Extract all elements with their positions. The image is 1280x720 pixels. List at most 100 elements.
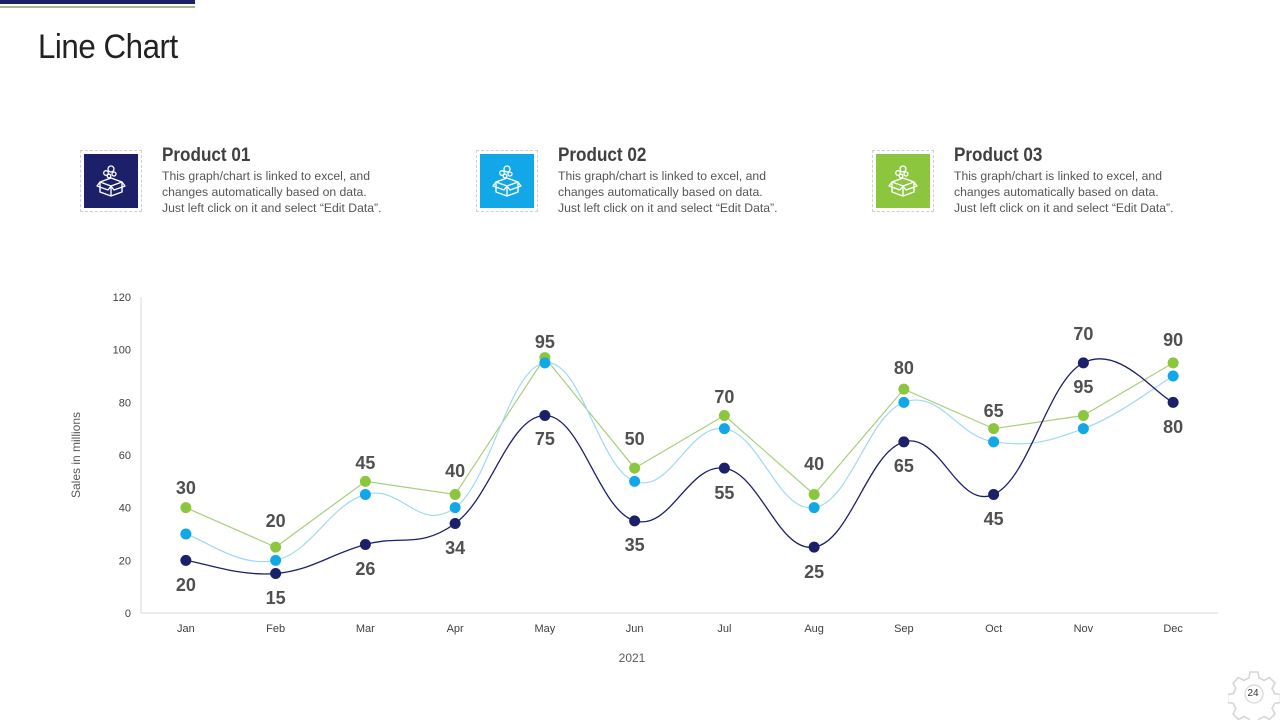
gear-icon: [1228, 671, 1280, 720]
x-tick-label: Jun: [626, 623, 644, 635]
data-point-product-02[interactable]: [988, 436, 1000, 448]
description-line: Just left click on it and select “Edit D…: [558, 201, 778, 215]
data-point-product-01[interactable]: [359, 539, 371, 551]
data-label: 95: [535, 332, 555, 352]
description-line: This graph/chart is linked to excel, and: [162, 169, 370, 183]
x-tick-label: Apr: [447, 623, 464, 635]
data-point-product-03[interactable]: [1167, 357, 1179, 369]
product-title: Product 03: [954, 145, 1043, 166]
x-tick-label: May: [534, 623, 555, 635]
product-icon-frame: [476, 150, 538, 212]
product-description: This graph/chart is linked to excel, and…: [954, 168, 1214, 216]
data-point-product-02[interactable]: [629, 475, 641, 487]
data-label: 90: [1163, 330, 1183, 350]
x-tick-label: Oct: [985, 623, 1002, 635]
data-point-product-02[interactable]: [449, 502, 461, 514]
data-label: 50: [625, 429, 645, 449]
data-point-product-03[interactable]: [180, 502, 192, 514]
product-title: Product 02: [558, 145, 647, 166]
data-point-product-01[interactable]: [1077, 357, 1089, 369]
data-label: 65: [984, 401, 1004, 421]
x-tick-label: Dec: [1163, 623, 1183, 635]
open-box-icon: [96, 165, 126, 197]
product-title: Product 01: [162, 145, 251, 166]
series-line-product-03[interactable]: [185, 356, 1174, 548]
data-point-product-01[interactable]: [808, 541, 820, 553]
data-point-product-01[interactable]: [988, 489, 1000, 500]
y-tick-label: 20: [119, 555, 131, 567]
data-label: 20: [266, 511, 286, 531]
description-line: Just left click on it and select “Edit D…: [162, 201, 382, 215]
x-tick-label: Jul: [717, 623, 731, 635]
data-point-product-02[interactable]: [898, 396, 910, 408]
data-point-product-01[interactable]: [898, 436, 910, 448]
data-label: 70: [1073, 324, 1093, 344]
x-tick-label: Mar: [356, 623, 375, 635]
data-point-product-02[interactable]: [808, 502, 820, 514]
y-tick-label: 100: [113, 345, 131, 357]
data-point-product-02[interactable]: [718, 423, 730, 435]
description-line: This graph/chart is linked to excel, and: [558, 169, 766, 183]
description-line: changes automatically based on data.: [162, 185, 367, 199]
x-tick-label: Jan: [177, 623, 195, 635]
product-icon-tile: [84, 154, 138, 208]
product-description: This graph/chart is linked to excel, and…: [162, 168, 422, 216]
data-point-product-01[interactable]: [1167, 396, 1179, 408]
y-tick-label: 40: [119, 503, 131, 515]
data-point-product-03[interactable]: [359, 475, 371, 487]
data-point-product-01[interactable]: [180, 554, 192, 566]
data-point-product-01[interactable]: [449, 517, 461, 529]
data-point-product-03[interactable]: [808, 489, 820, 500]
product-card: Product 02 This graph/chart is linked to…: [476, 145, 836, 220]
data-label: 30: [176, 478, 196, 498]
data-point-product-03[interactable]: [718, 410, 730, 421]
open-box-icon: [492, 165, 522, 197]
data-point-product-03[interactable]: [270, 541, 282, 553]
description-line: Just left click on it and select “Edit D…: [954, 201, 1174, 215]
data-point-product-02[interactable]: [1167, 370, 1179, 382]
data-label: 40: [445, 461, 465, 481]
page-number: 24: [1247, 688, 1259, 699]
product-card: Product 01 This graph/chart is linked to…: [80, 145, 440, 220]
product-icon-tile: [876, 154, 930, 208]
data-point-product-02[interactable]: [539, 357, 551, 369]
data-point-product-02[interactable]: [270, 554, 282, 566]
x-tick-label: Feb: [266, 623, 285, 635]
product-icon-frame: [872, 150, 934, 212]
data-label: 70: [714, 387, 734, 407]
x-axis-title: 2021: [619, 651, 646, 665]
series-line-product-02[interactable]: [185, 362, 1174, 563]
data-point-product-01[interactable]: [629, 515, 641, 527]
data-label: 55: [714, 483, 734, 503]
data-label: 25: [804, 562, 824, 582]
product-icon-tile: [480, 154, 534, 208]
y-tick-label: 120: [113, 292, 131, 304]
data-label: 40: [804, 454, 824, 474]
data-point-product-01[interactable]: [718, 462, 730, 474]
data-label: 45: [355, 453, 375, 473]
data-label: 65: [894, 456, 914, 476]
description-line: changes automatically based on data.: [558, 185, 763, 199]
data-point-product-01[interactable]: [539, 410, 551, 421]
data-point-product-01[interactable]: [270, 568, 282, 579]
page-title: Line Chart: [38, 28, 178, 66]
data-point-product-02[interactable]: [359, 489, 371, 500]
data-point-product-03[interactable]: [629, 462, 641, 474]
data-label: 34: [445, 538, 465, 558]
product-icon-frame: [80, 150, 142, 212]
series-line-product-01[interactable]: [185, 358, 1174, 575]
data-point-product-03[interactable]: [1077, 410, 1089, 421]
data-label: 75: [535, 429, 555, 449]
data-label: 26: [355, 559, 375, 579]
data-point-product-02[interactable]: [1077, 423, 1089, 435]
data-label: 80: [1163, 417, 1183, 437]
open-box-icon: [888, 165, 918, 197]
data-point-product-03[interactable]: [449, 489, 461, 500]
data-point-product-03[interactable]: [988, 423, 1000, 435]
y-axis-title: Sales in millions: [69, 412, 83, 498]
data-label: 80: [894, 358, 914, 378]
data-point-product-03[interactable]: [898, 383, 910, 395]
x-tick-label: Sep: [894, 623, 914, 635]
data-point-product-02[interactable]: [180, 528, 192, 540]
